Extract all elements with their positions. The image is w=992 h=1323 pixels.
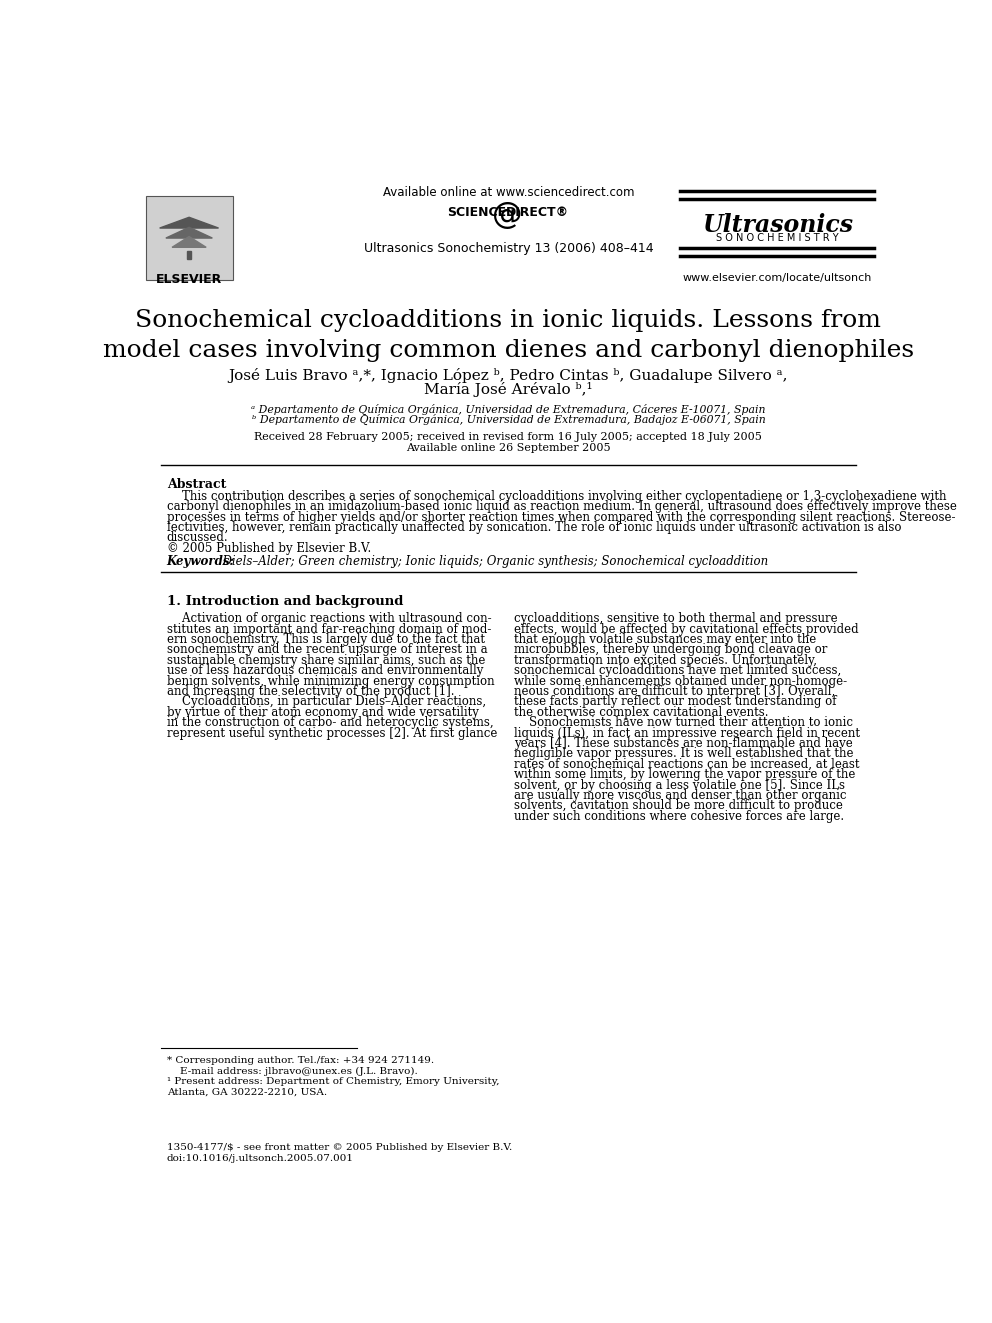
Text: Sonochemists have now turned their attention to ionic: Sonochemists have now turned their atten…: [514, 716, 853, 729]
Text: carbonyl dienophiles in an imidazolium-based ionic liquid as reaction medium. In: carbonyl dienophiles in an imidazolium-b…: [167, 500, 956, 513]
Text: processes in terms of higher yields and/or shorter reaction times when compared : processes in terms of higher yields and/…: [167, 511, 955, 524]
Text: Abstract: Abstract: [167, 478, 226, 491]
Text: Sonochemical cycloadditions in ionic liquids. Lessons from
model cases involving: Sonochemical cycloadditions in ionic liq…: [103, 308, 914, 363]
Text: these facts partly reflect our modest understanding of: these facts partly reflect our modest un…: [514, 696, 836, 708]
Text: neous conditions are difficult to interpret [3]. Overall,: neous conditions are difficult to interp…: [514, 685, 835, 699]
Text: use of less hazardous chemicals and environmentally: use of less hazardous chemicals and envi…: [167, 664, 483, 677]
Text: ern sonochemistry. This is largely due to the fact that: ern sonochemistry. This is largely due t…: [167, 634, 485, 646]
Text: @: @: [492, 201, 522, 230]
FancyBboxPatch shape: [146, 196, 232, 280]
Text: Ultrasonics: Ultrasonics: [701, 213, 853, 237]
Text: 1. Introduction and background: 1. Introduction and background: [167, 595, 403, 609]
Text: Available online at www.sciencedirect.com: Available online at www.sciencedirect.co…: [383, 185, 634, 198]
Text: that enough volatile substances may enter into the: that enough volatile substances may ente…: [514, 634, 816, 646]
Text: ᵇ Departamento de Química Orgánica, Universidad de Extremadura, Badajoz E-06071,: ᵇ Departamento de Química Orgánica, Univ…: [252, 414, 765, 426]
Text: sustainable chemistry share similar aims, such as the: sustainable chemistry share similar aims…: [167, 654, 485, 667]
Text: cycloadditions, sensitive to both thermal and pressure: cycloadditions, sensitive to both therma…: [514, 613, 837, 626]
Text: within some limits, by lowering the vapor pressure of the: within some limits, by lowering the vapo…: [514, 769, 855, 781]
Text: solvent, or by choosing a less volatile one [5]. Since ILs: solvent, or by choosing a less volatile …: [514, 779, 845, 791]
Text: stitutes an important and far-reaching domain of mod-: stitutes an important and far-reaching d…: [167, 623, 491, 635]
Text: sonochemistry and the recent upsurge of interest in a: sonochemistry and the recent upsurge of …: [167, 643, 487, 656]
Text: by virtue of their atom economy and wide versatility: by virtue of their atom economy and wide…: [167, 706, 478, 718]
Text: under such conditions where cohesive forces are large.: under such conditions where cohesive for…: [514, 810, 844, 823]
Text: E-mail address: jlbravo@unex.es (J.L. Bravo).: E-mail address: jlbravo@unex.es (J.L. Br…: [167, 1066, 418, 1076]
Text: * Corresponding author. Tel./fax: +34 924 271149.: * Corresponding author. Tel./fax: +34 92…: [167, 1056, 434, 1065]
Text: benign solvents, while minimizing energy consumption: benign solvents, while minimizing energy…: [167, 675, 494, 688]
Text: microbubbles, thereby undergoing bond cleavage or: microbubbles, thereby undergoing bond cl…: [514, 643, 827, 656]
Text: Ultrasonics Sonochemistry 13 (2006) 408–414: Ultrasonics Sonochemistry 13 (2006) 408–…: [364, 242, 653, 255]
Text: María José Arévalo ᵇ,¹: María José Arévalo ᵇ,¹: [425, 382, 592, 397]
Text: discussed.: discussed.: [167, 532, 228, 545]
Text: liquids (ILs), in fact an impressive research field in recent: liquids (ILs), in fact an impressive res…: [514, 726, 860, 740]
Text: solvents, cavitation should be more difficult to produce: solvents, cavitation should be more diff…: [514, 799, 842, 812]
Text: in the construction of carbo- and heterocyclic systems,: in the construction of carbo- and hetero…: [167, 716, 493, 729]
Text: Atlanta, GA 30222-2210, USA.: Atlanta, GA 30222-2210, USA.: [167, 1088, 326, 1097]
Text: Diels–Alder; Green chemistry; Ionic liquids; Organic synthesis; Sonochemical cyc: Diels–Alder; Green chemistry; Ionic liqu…: [214, 556, 768, 569]
Polygon shape: [166, 228, 212, 238]
Text: Keywords:: Keywords:: [167, 556, 234, 569]
Text: 1350-4177/$ - see front matter © 2005 Published by Elsevier B.V.: 1350-4177/$ - see front matter © 2005 Pu…: [167, 1143, 512, 1152]
Text: Received 28 February 2005; received in revised form 16 July 2005; accepted 18 Ju: Received 28 February 2005; received in r…: [255, 433, 762, 442]
Polygon shape: [186, 251, 191, 259]
Polygon shape: [172, 237, 206, 247]
Text: rates of sonochemical reactions can be increased, at least: rates of sonochemical reactions can be i…: [514, 758, 859, 771]
Text: negligible vapor pressures. It is well established that the: negligible vapor pressures. It is well e…: [514, 747, 853, 761]
Text: Activation of organic reactions with ultrasound con-: Activation of organic reactions with ult…: [167, 613, 491, 626]
Text: lectivities, however, remain practically unaffected by sonication. The role of i: lectivities, however, remain practically…: [167, 521, 901, 534]
Text: ᵃ Departamento de Química Orgánica, Universidad de Extremadura, Cáceres E-10071,: ᵃ Departamento de Química Orgánica, Univ…: [251, 404, 766, 414]
Text: while some enhancements obtained under non-homoge-: while some enhancements obtained under n…: [514, 675, 847, 688]
Text: This contribution describes a series of sonochemical cycloadditions involving ei: This contribution describes a series of …: [167, 490, 946, 503]
Text: effects, would be affected by cavitational effects provided: effects, would be affected by cavitation…: [514, 623, 858, 635]
Text: © 2005 Published by Elsevier B.V.: © 2005 Published by Elsevier B.V.: [167, 542, 371, 554]
Text: doi:10.1016/j.ultsonch.2005.07.001: doi:10.1016/j.ultsonch.2005.07.001: [167, 1154, 353, 1163]
Text: Cycloadditions, in particular Diels–Alder reactions,: Cycloadditions, in particular Diels–Alde…: [167, 696, 486, 708]
Text: www.elsevier.com/locate/ultsonch: www.elsevier.com/locate/ultsonch: [682, 273, 872, 283]
Text: Available online 26 September 2005: Available online 26 September 2005: [406, 443, 611, 452]
Text: transformation into excited species. Unfortunately,: transformation into excited species. Unf…: [514, 654, 816, 667]
Text: are usually more viscous and denser than other organic: are usually more viscous and denser than…: [514, 789, 846, 802]
Text: the otherwise complex cavitational events.: the otherwise complex cavitational event…: [514, 706, 769, 718]
Text: sonochemical cycloadditions have met limited success,: sonochemical cycloadditions have met lim…: [514, 664, 841, 677]
Text: SCIENCE: SCIENCE: [447, 206, 506, 220]
Text: ¹ Present address: Department of Chemistry, Emory University,: ¹ Present address: Department of Chemist…: [167, 1077, 499, 1086]
Text: ELSEVIER: ELSEVIER: [156, 273, 222, 286]
Text: DIRECT®: DIRECT®: [506, 206, 568, 220]
Text: represent useful synthetic processes [2]. At first glance: represent useful synthetic processes [2]…: [167, 726, 497, 740]
Text: S O N O C H E M I S T R Y: S O N O C H E M I S T R Y: [716, 233, 838, 242]
Text: and increasing the selectivity of the product [1].: and increasing the selectivity of the pr…: [167, 685, 454, 699]
Polygon shape: [160, 217, 218, 228]
Text: José Luis Bravo ᵃ,*, Ignacio López ᵇ, Pedro Cintas ᵇ, Guadalupe Silvero ᵃ,: José Luis Bravo ᵃ,*, Ignacio López ᵇ, Pe…: [228, 368, 789, 384]
Text: years [4]. These substances are non-flammable and have: years [4]. These substances are non-flam…: [514, 737, 852, 750]
